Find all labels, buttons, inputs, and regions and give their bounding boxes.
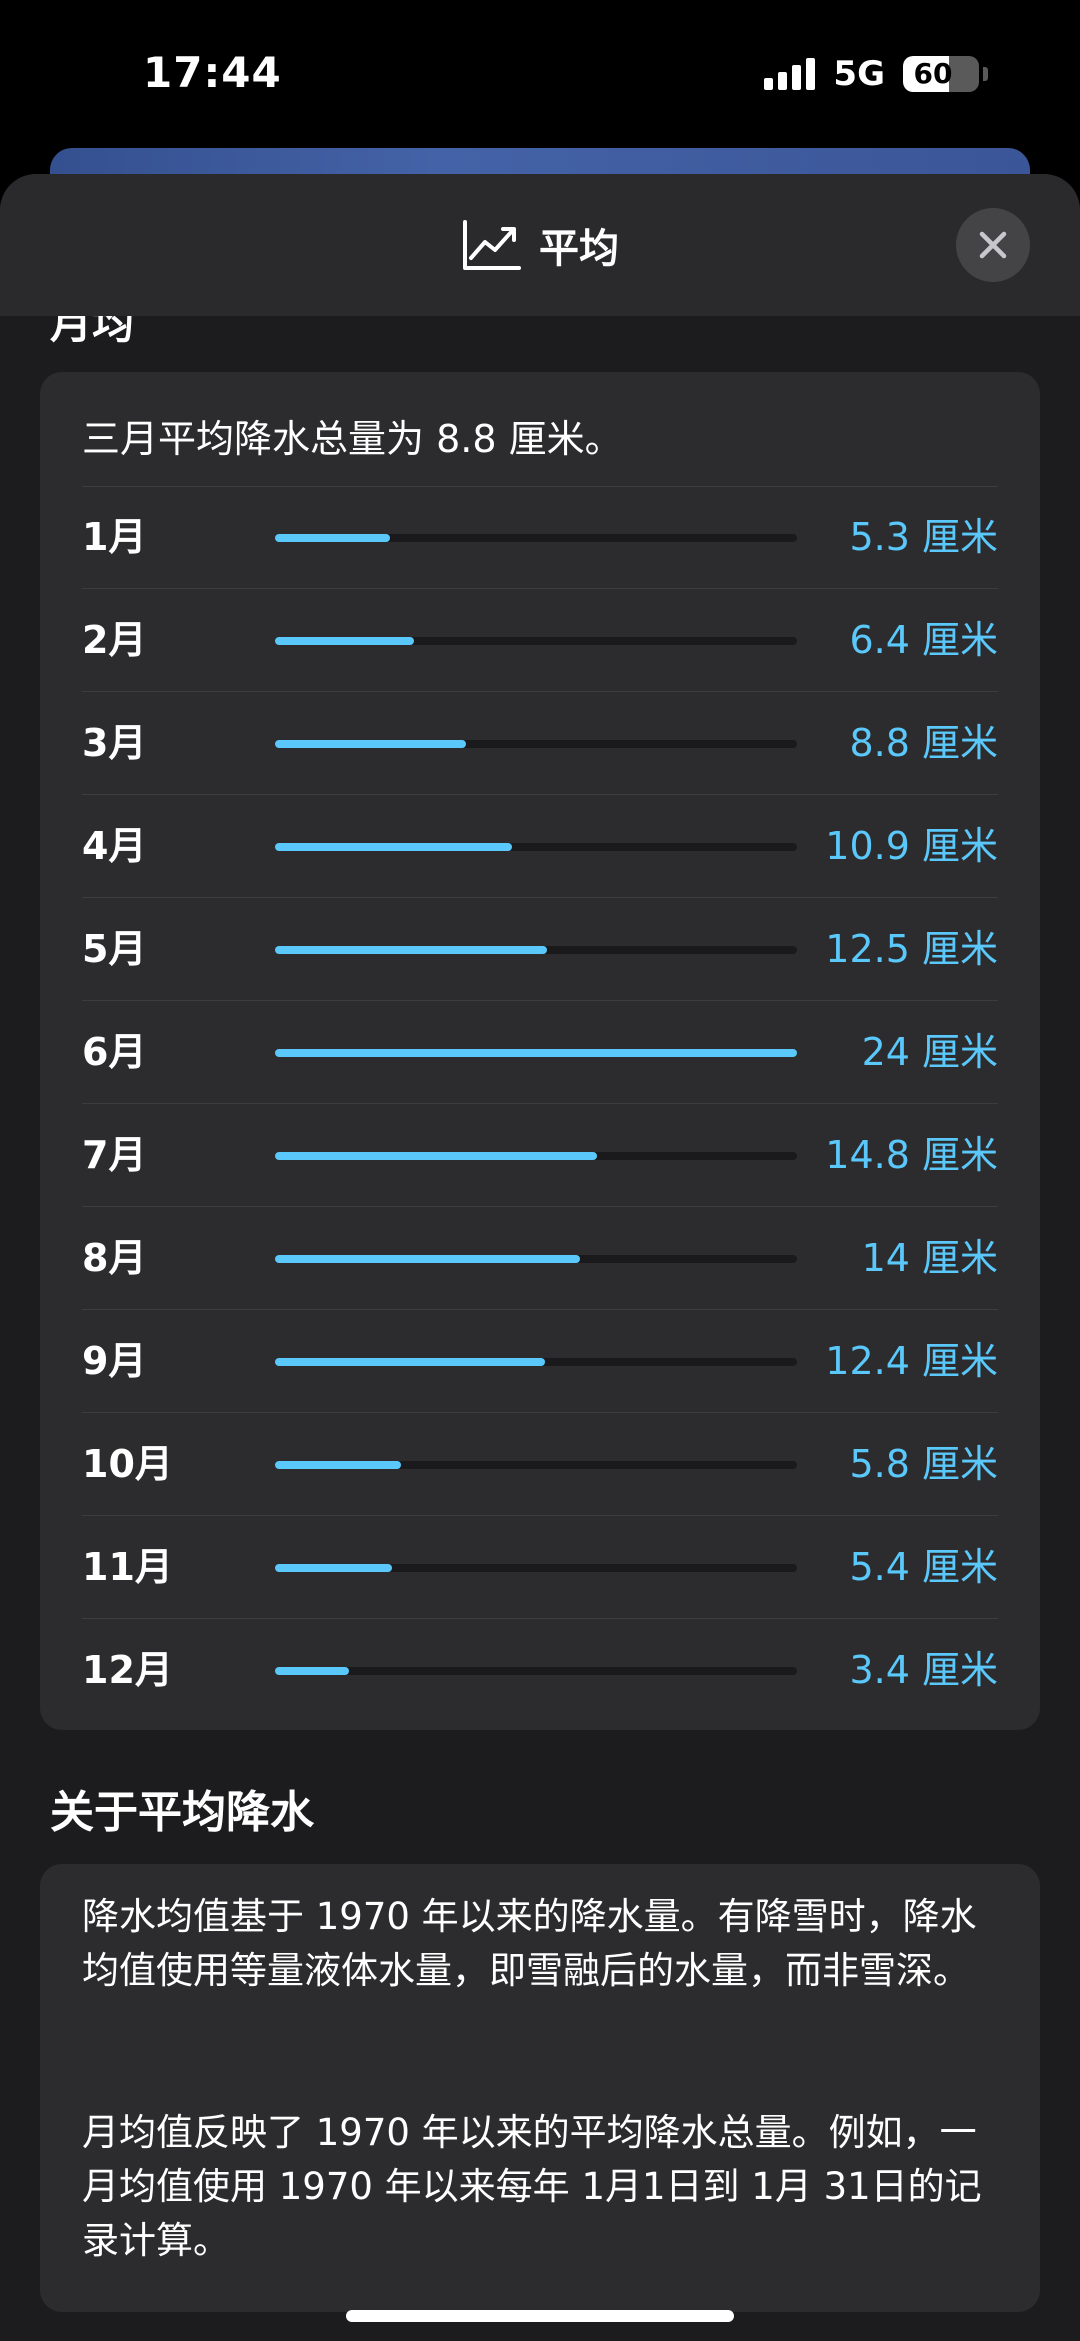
month-row: 1月 5.3 厘米 — [82, 486, 998, 589]
month-row: 4月 10.9 厘米 — [82, 795, 998, 898]
precipitation-bar — [275, 637, 415, 645]
precipitation-bar-track — [275, 1358, 797, 1366]
precipitation-value: 24 厘米 — [861, 1030, 998, 1074]
precipitation-bar — [275, 843, 513, 851]
trend-chart-icon — [463, 220, 521, 270]
precipitation-value: 14.8 厘米 — [825, 1133, 998, 1177]
precipitation-bar-track — [275, 534, 797, 542]
precipitation-bar-track — [275, 1461, 797, 1469]
month-row: 8月 14 厘米 — [82, 1207, 998, 1310]
battery-level — [903, 56, 949, 92]
month-label: 10月 — [82, 1442, 173, 1486]
month-row: 11月 5.4 厘米 — [82, 1516, 998, 1619]
battery-icon: 60 — [903, 56, 979, 92]
monthly-summary: 三月平均降水总量为 8.8 厘米。 — [82, 417, 623, 461]
month-row: 12月 3.4 厘米 — [82, 1619, 998, 1721]
month-label: 9月 — [82, 1339, 147, 1383]
battery-percent: 60 — [913, 57, 953, 90]
month-label: 1月 — [82, 515, 147, 559]
close-icon — [979, 231, 1007, 259]
sheet-title: 平均 — [539, 226, 619, 272]
precipitation-bar-track — [275, 1667, 797, 1675]
month-label: 7月 — [82, 1133, 147, 1177]
sheet-header: 平均 — [0, 174, 1080, 316]
cellular-signal-icon — [764, 58, 816, 90]
monthly-rows: 1月 5.3 厘米 2月 6.4 厘米 3月 8.8 厘米 4月 10.9 厘米 5月 12.5 … — [82, 486, 998, 1721]
month-row: 10月 5.8 厘米 — [82, 1413, 998, 1516]
divider — [82, 486, 998, 487]
precipitation-value: 3.4 厘米 — [849, 1648, 998, 1692]
month-row: 2月 6.4 厘米 — [82, 589, 998, 692]
about-card: 降水均值基于 1970 年以来的降水量。有降雪时，降水均值使用等量液体水量，即雪… — [40, 1864, 1040, 2312]
precipitation-bar — [275, 1358, 545, 1366]
battery-tip — [983, 67, 988, 81]
close-button[interactable] — [956, 208, 1030, 282]
precipitation-value: 10.9 厘米 — [825, 824, 998, 868]
precipitation-bar-track — [275, 1564, 797, 1572]
month-row: 9月 12.4 厘米 — [82, 1310, 998, 1413]
about-paragraph-2: 月均值反映了 1970 年以来的平均降水总量。例如，一月均值使用 1970 年以… — [82, 2111, 982, 2262]
precipitation-value: 14 厘米 — [861, 1236, 998, 1280]
precipitation-bar-track — [275, 1152, 797, 1160]
precipitation-bar-track — [275, 637, 797, 645]
month-label: 8月 — [82, 1236, 147, 1280]
header-title-group: 平均 — [0, 174, 1080, 316]
month-label: 6月 — [82, 1030, 147, 1074]
about-heading: 关于平均降水 — [50, 1787, 314, 1838]
monthly-card: 三月平均降水总量为 8.8 厘米。 1月 5.3 厘米 2月 6.4 厘米 3月 8.8 … — [40, 372, 1040, 1730]
network-type: 5G — [833, 54, 885, 94]
precipitation-value: 5.4 厘米 — [849, 1545, 998, 1589]
home-indicator[interactable] — [346, 2310, 734, 2322]
month-label: 12月 — [82, 1648, 173, 1692]
month-label: 11月 — [82, 1545, 173, 1589]
month-label: 5月 — [82, 927, 147, 971]
month-label: 2月 — [82, 618, 147, 662]
month-row: 7月 14.8 厘米 — [82, 1104, 998, 1207]
precipitation-bar-track — [275, 946, 797, 954]
precipitation-value: 5.8 厘米 — [849, 1442, 998, 1486]
precipitation-bar — [275, 740, 467, 748]
precipitation-bar-track — [275, 740, 797, 748]
precipitation-bar-track — [275, 1255, 797, 1263]
precipitation-value: 6.4 厘米 — [849, 618, 998, 662]
precipitation-bar — [275, 1461, 402, 1469]
status-indicators: 5G 60 — [764, 54, 988, 94]
precipitation-bar — [275, 1667, 349, 1675]
precipitation-bar — [275, 534, 391, 542]
precipitation-bar — [275, 946, 547, 954]
precipitation-bar — [275, 1255, 580, 1263]
about-paragraph-1: 降水均值基于 1970 年以来的降水量。有降雪时，降水均值使用等量液体水量，即雪… — [82, 1895, 977, 1992]
status-time: 17:44 — [143, 48, 282, 97]
precipitation-bar — [275, 1152, 597, 1160]
status-bar: 17:44 5G 60 — [0, 0, 1080, 150]
month-label: 3月 — [82, 721, 147, 765]
precipitation-bar-track — [275, 843, 797, 851]
month-label: 4月 — [82, 824, 147, 868]
averages-sheet: 平均 月均 三月平均降水总量为 8.8 厘米。 1月 5.3 厘米 2月 6.4 厘米… — [0, 174, 1080, 2341]
month-row: 5月 12.5 厘米 — [82, 898, 998, 1001]
precipitation-bar — [275, 1049, 797, 1057]
precipitation-bar — [275, 1564, 393, 1572]
precipitation-value: 12.4 厘米 — [825, 1339, 998, 1383]
precipitation-bar-track — [275, 1049, 797, 1057]
precipitation-value: 5.3 厘米 — [849, 515, 998, 559]
precipitation-value: 8.8 厘米 — [849, 721, 998, 765]
precipitation-value: 12.5 厘米 — [825, 927, 998, 971]
month-row: 3月 8.8 厘米 — [82, 692, 998, 795]
month-row: 6月 24 厘米 — [82, 1001, 998, 1104]
